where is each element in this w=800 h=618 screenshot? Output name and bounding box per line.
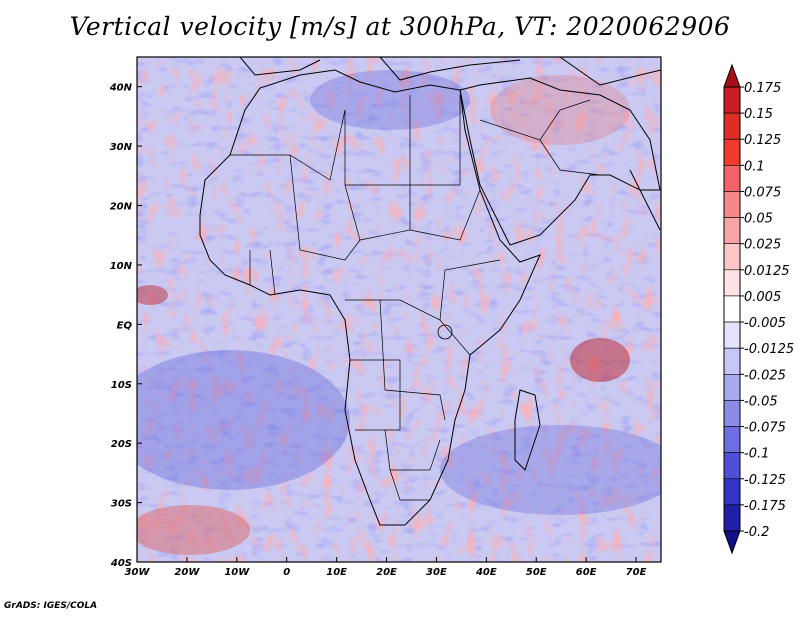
colorbar-swatch xyxy=(723,321,741,349)
border-line xyxy=(230,109,346,181)
india-coast xyxy=(629,169,661,231)
colorbar-label: -0.075 xyxy=(744,421,786,436)
lat-tick-label: 10N xyxy=(110,261,133,272)
lon-tick-label: 10W xyxy=(224,567,250,578)
colorbar-swatch xyxy=(723,295,741,323)
arabia-coast xyxy=(459,77,661,246)
south-indian-subsidence xyxy=(440,425,661,515)
lon-tick-label: 20E xyxy=(376,567,397,578)
coastlines xyxy=(199,57,661,526)
colorbar-swatch xyxy=(723,373,741,401)
border-line xyxy=(379,299,446,421)
tropical-south-atlantic-subsidence xyxy=(137,350,350,490)
colorbar-swatch xyxy=(723,347,741,375)
africa-coast xyxy=(199,69,541,526)
border-line xyxy=(289,154,361,261)
lon-tick-label: 70E xyxy=(626,567,647,578)
lat-tick-label: 40N xyxy=(109,83,133,94)
colorbar-swatch xyxy=(723,217,741,245)
colorbar-bottom-triangle xyxy=(723,530,741,555)
colorbar-label: -0.0125 xyxy=(744,342,794,357)
lat-tick-label: 20S xyxy=(111,439,132,450)
colorbar-label: 0.0125 xyxy=(744,264,790,279)
iberia-coast xyxy=(239,57,321,76)
colorbar-label: 0.1 xyxy=(744,159,765,174)
border-line xyxy=(410,95,461,186)
longitude-labels: 30W 20W 10W 0 10E 20E 30E 40E 50E 60E 70E xyxy=(125,557,647,578)
colorbar-label: 0.075 xyxy=(744,185,781,200)
colorbar-swatch xyxy=(723,504,741,532)
border-line xyxy=(479,99,591,141)
lat-tick-label: EQ xyxy=(117,320,133,331)
map-title: Vertical velocity [m/s] at 300hPa, VT: 2… xyxy=(69,12,731,41)
colorbar-label: -0.1 xyxy=(744,447,769,462)
border-line xyxy=(345,299,471,356)
border-line xyxy=(350,359,401,431)
latitude-labels: 40N 30N 20N 10N EQ 10S 20S 30S 40S xyxy=(109,83,142,569)
border-line xyxy=(269,249,276,296)
colorbar-swatch xyxy=(723,243,741,271)
plot-frame xyxy=(136,56,662,563)
colorbar-label: -0.125 xyxy=(744,473,786,488)
border-line xyxy=(539,139,601,176)
colorbar-swatch xyxy=(723,112,741,140)
colorbar-label: -0.175 xyxy=(744,499,786,514)
colorbar: 0.175 0.15 0.125 0.1 0.075 0.05 0.025 0.0125 0.0… xyxy=(723,63,794,555)
colorbar-label: 0.125 xyxy=(744,133,781,148)
border-line xyxy=(384,429,441,471)
south-atlantic-ascent xyxy=(137,505,250,555)
lat-tick-label: 30S xyxy=(111,499,132,510)
lon-tick-label: 30E xyxy=(426,567,447,578)
lat-tick-label: 20N xyxy=(110,202,133,213)
border-line xyxy=(409,189,481,241)
velocity-field xyxy=(137,57,661,562)
lon-tick-label: 60E xyxy=(576,567,597,578)
lake-victoria xyxy=(437,324,453,340)
border-line xyxy=(344,95,411,186)
lon-tick-label: 40E xyxy=(475,567,497,578)
asia-coast xyxy=(559,57,661,86)
lon-tick-label: 50E xyxy=(526,567,547,578)
indian-ocean-ascent xyxy=(570,338,630,382)
border-line xyxy=(439,259,501,321)
border-line xyxy=(389,469,430,501)
colorbar-frame xyxy=(723,86,741,532)
colorbar-label: 0.05 xyxy=(744,212,773,227)
colorbar-swatch xyxy=(723,269,741,297)
colorbar-label: -0.2 xyxy=(744,525,769,540)
colorbar-label: 0.025 xyxy=(744,238,781,253)
colorbar-swatch xyxy=(723,478,741,506)
colorbar-swatch xyxy=(723,138,741,166)
colorbar-label: 0.175 xyxy=(744,81,781,96)
lat-tick-label: 10S xyxy=(111,380,132,391)
lon-tick-label: 20W xyxy=(174,567,200,578)
colorbar-swatch xyxy=(723,426,741,453)
lon-tick-label: 30W xyxy=(125,567,151,578)
colorbar-swatch xyxy=(723,191,741,218)
colorbar-label: -0.05 xyxy=(744,394,778,409)
lat-tick-label: 40S xyxy=(110,558,132,569)
colorbar-label: -0.005 xyxy=(744,316,786,331)
atlantic-itcz-ascent xyxy=(137,285,168,305)
colorbar-label: -0.025 xyxy=(744,368,786,383)
madagascar-coast xyxy=(514,389,541,471)
europe-coast xyxy=(379,57,521,81)
lon-tick-label: 10E xyxy=(326,567,347,578)
mediterranean-subsidence xyxy=(310,70,470,130)
country-borders xyxy=(230,95,601,501)
lat-tick-label: 30N xyxy=(110,142,133,153)
colorbar-swatch xyxy=(723,452,741,480)
lon-tick-label: 0 xyxy=(283,567,290,578)
credit-text: GrADS: IGES/COLA xyxy=(4,601,98,611)
colorbar-top-triangle xyxy=(723,63,741,88)
colorbar-label: 0.15 xyxy=(744,107,773,122)
colorbar-swatch xyxy=(723,86,741,114)
colorbar-swatch xyxy=(723,400,741,427)
colorbar-swatch xyxy=(723,165,741,192)
colorbar-label: 0.005 xyxy=(744,290,781,305)
